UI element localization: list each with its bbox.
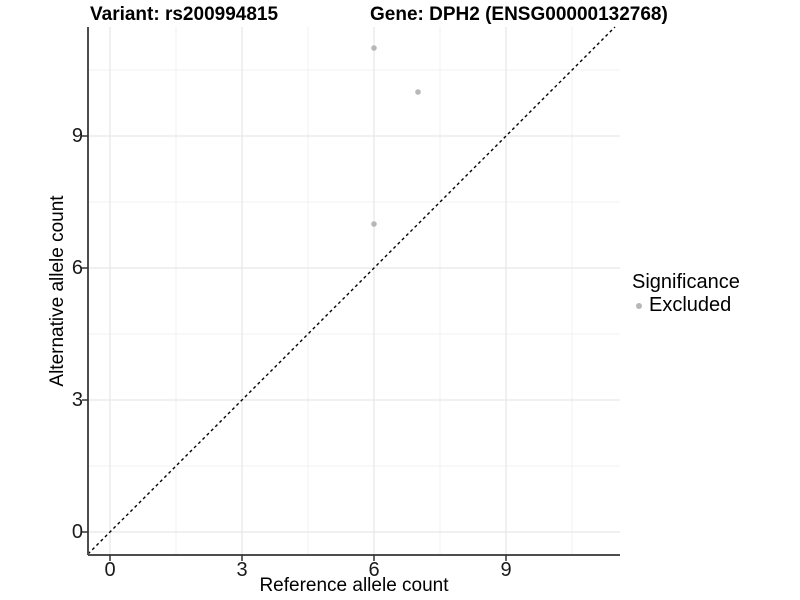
gene-title: Gene: DPH2 (ENSG00000132768): [370, 4, 668, 25]
legend: Significance Excluded: [632, 271, 740, 317]
legend-item-label: Excluded: [649, 294, 732, 316]
data-point: [371, 221, 377, 227]
x-tick-label: 3: [236, 559, 248, 581]
excluded-point-icon: [636, 302, 642, 309]
y-axis-title: Alternative allele count: [47, 195, 68, 387]
x-tick-label: 0: [104, 559, 116, 581]
y-tick-label: 0: [71, 521, 83, 543]
identity-line: [87, 26, 616, 555]
legend-title: Significance: [632, 271, 740, 293]
y-tick-label: 6: [71, 257, 83, 279]
y-tick-label: 9: [71, 125, 83, 147]
data-point: [371, 45, 377, 51]
data-point: [415, 89, 421, 95]
x-tick-label: 9: [500, 559, 512, 581]
y-tick-label: 3: [71, 389, 83, 411]
variant-title: Variant: rs200994815: [90, 4, 279, 25]
legend-item-excluded: Excluded: [632, 294, 740, 317]
x-tick-label: 6: [368, 559, 380, 581]
x-axis-title: Reference allele count: [259, 575, 449, 596]
